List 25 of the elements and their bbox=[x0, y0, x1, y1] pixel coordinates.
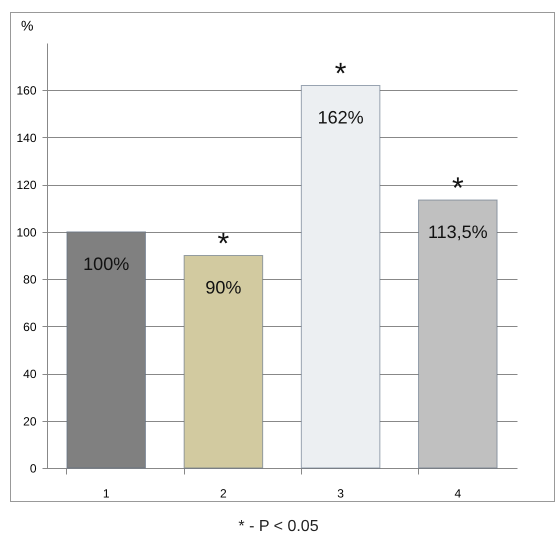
data-label: 100% bbox=[83, 254, 130, 274]
bar bbox=[184, 255, 264, 468]
x-tick-label: 3 bbox=[337, 486, 344, 500]
y-axis-title: % bbox=[21, 18, 34, 34]
y-tick-label: 100 bbox=[16, 225, 37, 240]
x-tick-label: 2 bbox=[220, 486, 228, 500]
bar bbox=[300, 85, 380, 468]
y-tick-label: 0 bbox=[30, 462, 37, 476]
y-tick-label: 60 bbox=[23, 320, 37, 334]
text: * - P < 0.05 bbox=[237, 518, 320, 536]
y-tick-label: 160 bbox=[16, 84, 37, 98]
annotation: * bbox=[334, 58, 347, 90]
y-tick-label: 120 bbox=[16, 178, 37, 192]
annotation: * bbox=[452, 172, 464, 206]
y-tick-label: 20 bbox=[23, 414, 37, 428]
data-label: 90% bbox=[205, 278, 242, 298]
data-label: 162% bbox=[318, 108, 364, 128]
y-tick-label: 80 bbox=[23, 272, 37, 287]
x-tick-label: 1 bbox=[102, 486, 110, 500]
annotation: * bbox=[218, 228, 230, 260]
x-tick-label: 4 bbox=[454, 486, 462, 500]
y-tick-label: 40 bbox=[23, 367, 37, 382]
y-tick-label: 140 bbox=[16, 130, 37, 145]
data-label: 113,5% bbox=[428, 222, 488, 242]
bar bbox=[418, 200, 498, 468]
